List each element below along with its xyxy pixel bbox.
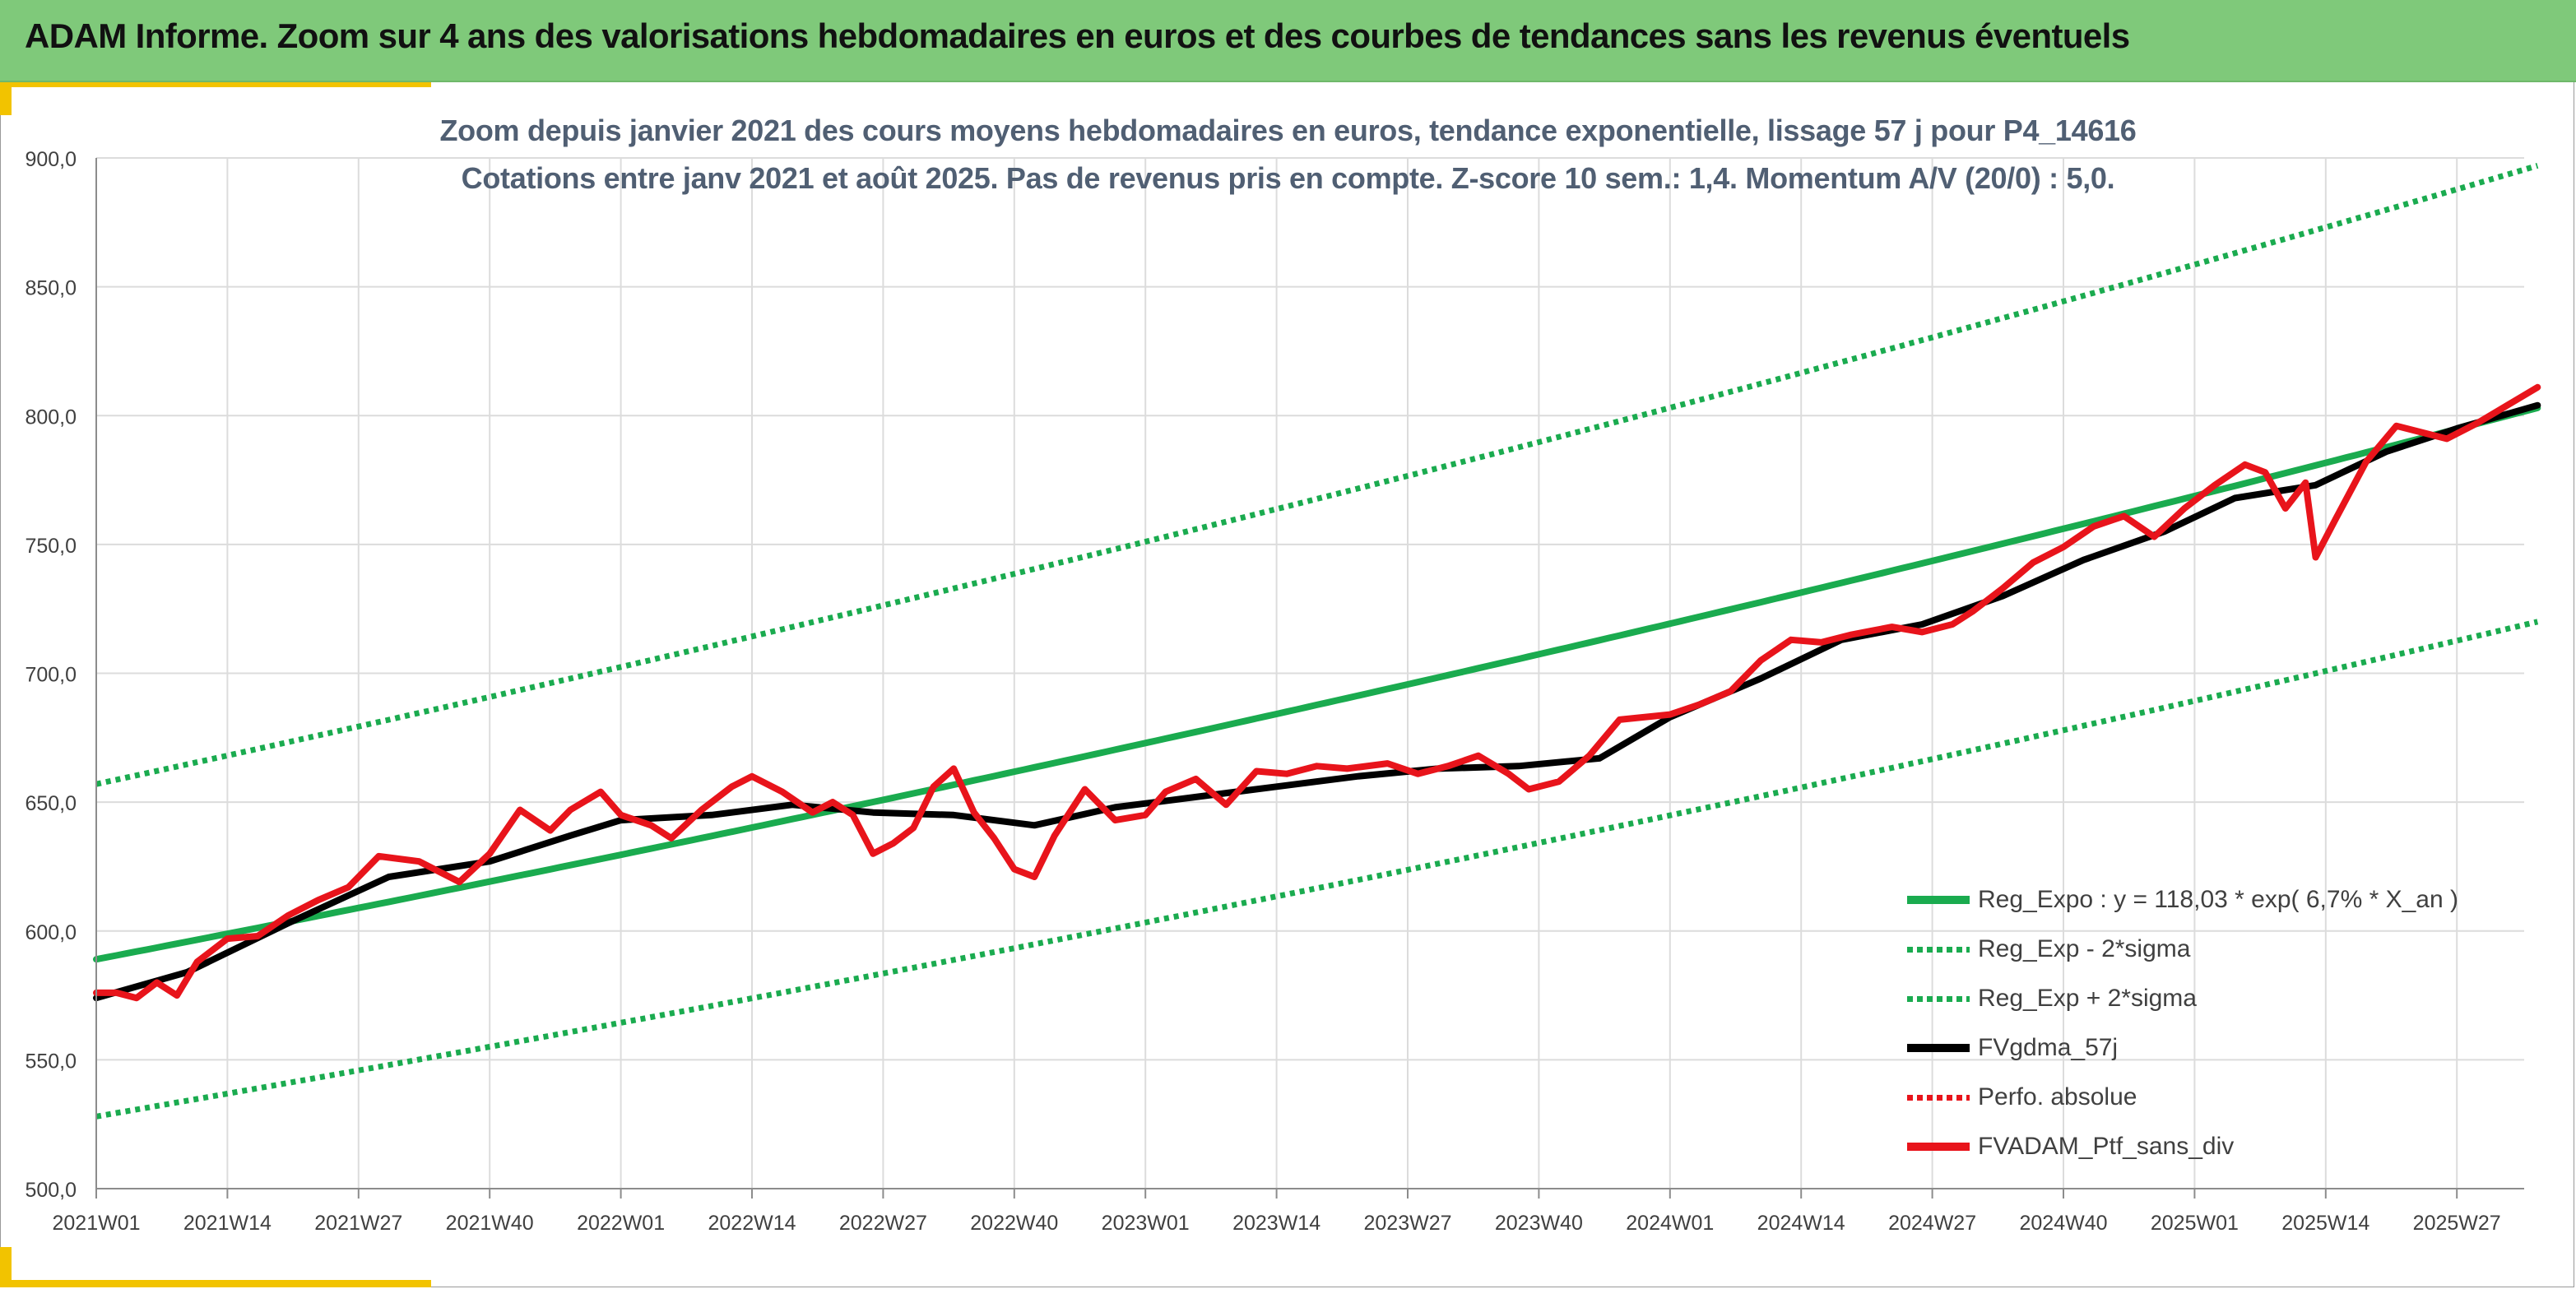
x-tick-label: 2022W40 bbox=[970, 1212, 1058, 1235]
legend-label: FVgdma_57j bbox=[1978, 1034, 2119, 1061]
y-tick-label: 550,0 bbox=[25, 1050, 77, 1073]
legend-label: Reg_Exp + 2*sigma bbox=[1978, 985, 2197, 1012]
chart-legend: Reg_Expo : y = 118,03 * exp( 6,7% * X_an… bbox=[1907, 875, 2549, 1171]
x-tick-label: 2021W01 bbox=[52, 1212, 140, 1235]
y-tick-label: 700,0 bbox=[25, 664, 77, 687]
x-tick-label: 2025W01 bbox=[2151, 1212, 2239, 1235]
legend-label: Reg_Expo : y = 118,03 * exp( 6,7% * X_an… bbox=[1978, 886, 2458, 913]
x-tick-label: 2024W27 bbox=[1888, 1212, 1976, 1235]
x-tick-label: 2021W27 bbox=[314, 1212, 402, 1235]
y-tick-label: 800,0 bbox=[25, 406, 77, 429]
y-tick-label: 900,0 bbox=[25, 148, 77, 171]
x-tick-label: 2023W27 bbox=[1363, 1212, 1451, 1235]
legend-swatch-solid-green-line bbox=[1907, 896, 1970, 904]
corner-accent-top-left bbox=[0, 82, 12, 115]
series-line-reg-exp-2-sigma bbox=[95, 619, 2539, 1120]
legend-label: FVADAM_Ptf_sans_div bbox=[1978, 1133, 2235, 1160]
header-band: ADAM Informe. Zoom sur 4 ans des valoris… bbox=[0, 0, 2576, 82]
legend-swatch-solid-red-line bbox=[1907, 1143, 1970, 1151]
legend-item-reg-exp-plus-2sigma: Reg_Exp + 2*sigma bbox=[1907, 974, 2549, 1023]
y-tick-label: 750,0 bbox=[25, 535, 77, 558]
x-tick-label: 2024W14 bbox=[1757, 1212, 1845, 1235]
x-tick-label: 2022W27 bbox=[839, 1212, 927, 1235]
legend-label: Reg_Exp - 2*sigma bbox=[1978, 935, 2191, 962]
legend-item-reg-exp-minus-2sigma: Reg_Exp - 2*sigma bbox=[1907, 925, 2549, 974]
corner-accent-bottom-bar bbox=[0, 1280, 431, 1287]
legend-swatch-dotted-red-line bbox=[1907, 1094, 1970, 1101]
legend-item-fvgdma: FVgdma_57j bbox=[1907, 1023, 2549, 1073]
x-tick-label: 2024W01 bbox=[1626, 1212, 1714, 1235]
legend-item-perfo-absolue: Perfo. absolue bbox=[1907, 1073, 2549, 1122]
x-tick-label: 2023W01 bbox=[1102, 1212, 1190, 1235]
page-title: ADAM Informe. Zoom sur 4 ans des valoris… bbox=[25, 16, 2130, 55]
corner-accent-bottom-left bbox=[0, 1247, 12, 1285]
corner-accent-top-bar bbox=[0, 82, 431, 87]
x-tick-label: 2024W40 bbox=[2019, 1212, 2107, 1235]
series-line-reg-exp-2-sigma bbox=[95, 163, 2539, 787]
chart-subtitle-line-2: Cotations entre janv 2021 et août 2025. … bbox=[461, 161, 2115, 195]
x-tick-label: 2025W27 bbox=[2413, 1212, 2501, 1235]
chart-subtitle-line-1: Zoom depuis janvier 2021 des cours moyen… bbox=[439, 114, 2137, 147]
y-tick-label: 500,0 bbox=[25, 1179, 77, 1202]
legend-swatch-solid-black-line bbox=[1907, 1044, 1970, 1052]
series-line-fvadam-ptf-sans-div bbox=[93, 383, 2541, 1002]
y-tick-label: 650,0 bbox=[25, 792, 77, 815]
x-tick-label: 2023W40 bbox=[1495, 1212, 1583, 1235]
x-tick-label: 2021W14 bbox=[183, 1212, 272, 1235]
legend-swatch-dotted-green-line bbox=[1907, 995, 1970, 1002]
x-tick-label: 2021W40 bbox=[446, 1212, 534, 1235]
x-tick-label: 2022W14 bbox=[708, 1212, 796, 1235]
x-tick-label: 2022W01 bbox=[577, 1212, 665, 1235]
y-tick-label: 600,0 bbox=[25, 921, 77, 944]
legend-label: Perfo. absolue bbox=[1978, 1083, 2137, 1110]
x-tick-label: 2023W14 bbox=[1232, 1212, 1320, 1235]
legend-item-reg-expo: Reg_Expo : y = 118,03 * exp( 6,7% * X_an… bbox=[1907, 875, 2549, 925]
legend-swatch-dotted-green-line bbox=[1907, 946, 1970, 953]
legend-item-fvadam: FVADAM_Ptf_sans_div bbox=[1907, 1122, 2549, 1171]
y-tick-label: 850,0 bbox=[25, 277, 77, 300]
series-line-reg-expo-y-118-03-exp-6-7-x-an bbox=[93, 404, 2541, 963]
x-tick-label: 2025W14 bbox=[2281, 1212, 2369, 1235]
